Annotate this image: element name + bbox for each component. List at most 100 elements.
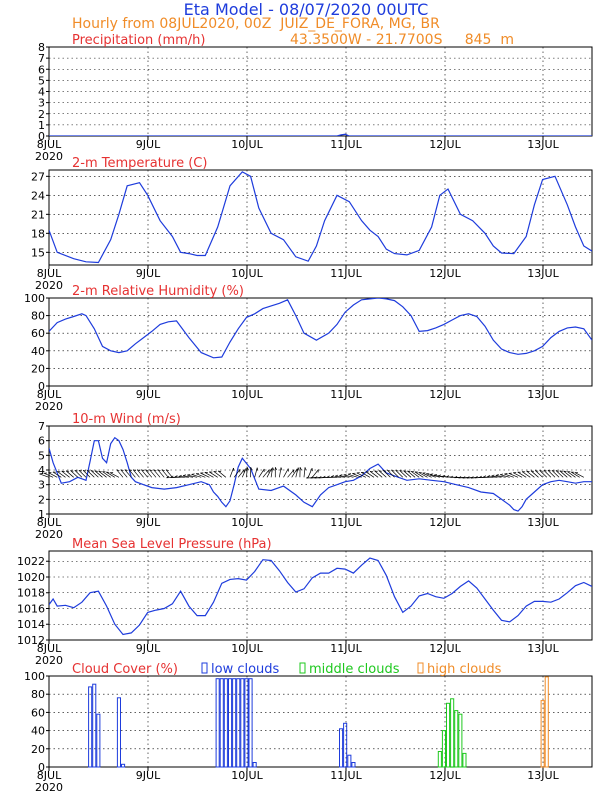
wind-arrow	[551, 470, 560, 478]
pressure-xtick-label: 11JUL	[330, 642, 362, 655]
wind-arrow	[61, 470, 70, 478]
cloud-bar-low	[121, 763, 126, 768]
wind-arrow-head	[157, 469, 161, 472]
chart-subtitle: Hourly from 08JUL2020, 00Z JUIZ_DE_FORA,…	[72, 16, 440, 32]
cloud-cover-frame	[48, 675, 593, 768]
cloud-bar-middle	[454, 710, 459, 768]
cloud-cover-xtick-label: 11JUL	[330, 769, 362, 782]
wind-arrow-head	[450, 475, 454, 478]
wind-arrow-head	[74, 469, 78, 472]
wind-arrow	[153, 469, 161, 478]
wind-arrow-head	[187, 473, 191, 476]
wind-arrow	[543, 470, 552, 478]
wind-arrow	[374, 470, 383, 478]
wind-arrow	[513, 472, 523, 478]
precipitation-ytick-label: 1	[38, 119, 45, 132]
wind-arrow-head	[399, 470, 403, 472]
wind-arrow-head	[120, 469, 124, 472]
humidity-title: 2-m Relative Humidity (%)	[72, 284, 244, 299]
wind-arrow-head	[466, 476, 470, 479]
pressure-frame	[48, 550, 593, 641]
wind-arrow	[303, 467, 306, 478]
wind-arrow	[495, 475, 506, 478]
legend-label-low: low clouds	[211, 662, 280, 677]
wind-arrow-head	[347, 473, 352, 475]
wind-arrow	[535, 470, 543, 478]
wind-arrow	[555, 470, 564, 478]
wind-arrow	[183, 475, 194, 478]
wind-arrow-head	[306, 476, 310, 479]
wind-arrow	[237, 469, 245, 478]
wind-direction-arrows	[39, 467, 584, 479]
wind-arrow	[295, 467, 299, 478]
wind-arrow-head	[310, 476, 314, 479]
wind-arrow	[200, 472, 210, 478]
wind-arrow-head	[318, 476, 322, 479]
wind-arrow-head	[94, 470, 98, 472]
wind-arrow	[145, 469, 153, 478]
cloud-bar-low	[223, 678, 228, 768]
pressure-ytick-label: 1018	[17, 587, 45, 600]
wind-arrow	[307, 468, 313, 478]
wind-arrow	[165, 469, 173, 478]
wind-arrow	[361, 471, 371, 478]
wind-arrow	[102, 471, 111, 478]
wind-arrow	[567, 471, 576, 478]
wind-arrow-head	[178, 474, 182, 477]
wind-arrow	[78, 470, 87, 478]
cloud-bar-middle	[446, 702, 451, 768]
wind-arrow	[526, 470, 535, 478]
wind-arrow-head	[304, 467, 307, 471]
precipitation-ytick-label: 3	[38, 97, 45, 110]
wind-arrow-head	[559, 470, 563, 472]
humidity-xtick-label: 11JUL	[330, 388, 362, 401]
humidity-ytick-label: 100	[24, 292, 45, 305]
wind-arrow	[52, 471, 62, 478]
temperature-ytick-label: 24	[31, 189, 45, 202]
pressure-ytick-label: 1022	[17, 555, 45, 568]
wind-arrow	[209, 471, 218, 478]
wind-arrow-head	[442, 474, 446, 477]
wind-arrow	[563, 470, 572, 478]
wind-arrow-head	[387, 469, 391, 472]
cloud-bar-low	[347, 754, 352, 768]
wind-arrow-head	[326, 475, 330, 478]
wind-arrow-head	[124, 469, 128, 472]
pressure-xtick-label: 9JUL	[136, 642, 161, 655]
humidity-ytick-label: 80	[31, 310, 45, 323]
wind-arrow	[571, 471, 580, 478]
humidity-xtick-label: 9JUL	[136, 388, 161, 401]
wind-arrow	[335, 475, 346, 478]
wind-arrow-head	[483, 475, 487, 478]
legend-label-middle: middle clouds	[309, 662, 400, 677]
wind-arrow	[414, 471, 424, 478]
wind-arrow	[94, 470, 103, 478]
wind-arrow-head	[479, 475, 482, 478]
wind-arrow	[191, 474, 202, 478]
cloud-bar-middle	[462, 752, 467, 768]
cloud-bar-middle	[450, 698, 455, 768]
cloud-bar-low	[248, 678, 253, 768]
wind-arrow-head	[191, 473, 195, 475]
cloud-bar-high	[544, 676, 549, 768]
wind-arrow	[43, 472, 54, 478]
wind-arrow-head	[182, 474, 187, 477]
wind-arrow	[356, 472, 366, 478]
cloud-cover-panel: 0 20 40 60 80 100 8JUL 9JUL 10JUL 11JUL 12JUL 13JUL…	[24, 662, 593, 792]
wind-arrow	[369, 471, 379, 478]
wind-arrow-head	[268, 469, 270, 473]
temperature-xtick-year: 2020	[35, 279, 63, 292]
precipitation-xtick-label: 13JUL	[527, 138, 559, 151]
wind-arrow-head	[526, 470, 530, 472]
wind-arrow	[387, 470, 395, 478]
wind-arrow	[331, 476, 342, 478]
cloud-bar-low	[88, 686, 93, 768]
temperature-xtick-label: 9JUL	[136, 267, 161, 280]
temperature-ytick-label: 21	[31, 208, 45, 221]
wind-arrow-head	[343, 473, 347, 476]
wind-arrow-head	[407, 470, 411, 472]
cloud-bar-low	[244, 678, 249, 768]
cloud-bar-low	[92, 683, 97, 768]
temperature-panel: 15 18 21 24 27 8JUL 9JUL 10JUL 11JUL 12JUL 13JUL 20…	[31, 156, 593, 292]
wind-arrow-head	[470, 476, 474, 479]
